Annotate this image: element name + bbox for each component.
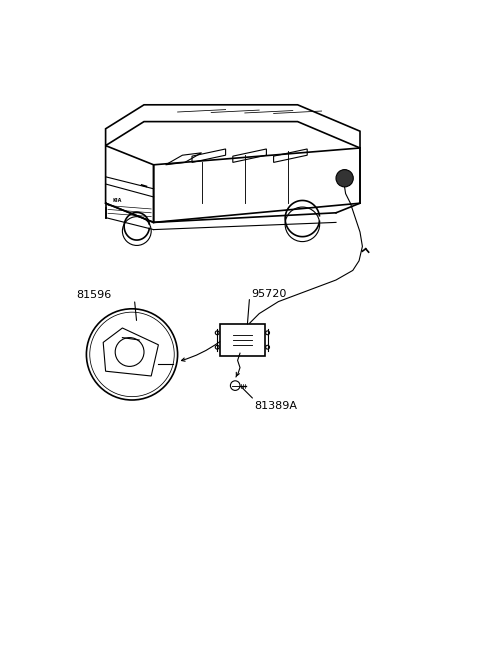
Text: 81389A: 81389A: [254, 401, 298, 411]
Text: 81596: 81596: [76, 291, 111, 300]
Text: KIA: KIA: [113, 198, 122, 203]
Text: 95720: 95720: [251, 289, 287, 299]
Circle shape: [336, 170, 353, 187]
